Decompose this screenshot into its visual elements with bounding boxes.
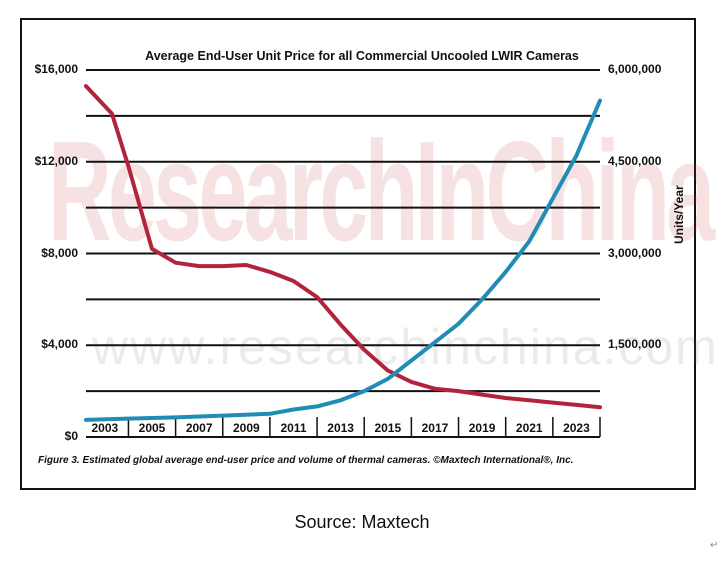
price-series-line [84,84,602,410]
chart-title: Average End-User Unit Price for all Comm… [145,49,579,63]
x-tick-label: 2013 [327,421,354,435]
y-tick-label: $0 [64,429,78,443]
y2-tick-label: 4,500,000 [608,153,662,168]
x-tick-label: 2015 [374,421,402,435]
y2-tick-label: 6,000,000 [608,62,662,76]
x-tick-label: 2023 [563,421,590,435]
x-tick-label: 2007 [185,421,213,435]
x-tick-label: 2017 [421,421,449,435]
x-tick-label: 2003 [91,421,119,435]
y2-tick-label: 3,000,000 [608,245,662,260]
y-tick-label: $16,000 [34,62,78,76]
x-tick-label: 2019 [468,421,496,435]
x-tick-label: 2011 [280,421,307,435]
y2-axis-label: Units/Year [672,185,686,244]
x-tick-label: 2009 [232,421,260,435]
x-tick-label: 2005 [138,421,166,435]
x-tick-label: 2021 [515,421,543,435]
y-tick-label: $4,000 [41,337,78,352]
paragraph-mark: ↵ [710,540,719,551]
y-tick-label: $12,000 [34,153,78,168]
figure-caption: Figure 3. Estimated global average end-u… [38,455,574,466]
units-series-line [84,98,602,422]
y2-tick-label: 1,500,000 [608,337,662,352]
y-tick-label: $8,000 [41,245,78,260]
source-note: Source: Maxtech [294,512,430,532]
